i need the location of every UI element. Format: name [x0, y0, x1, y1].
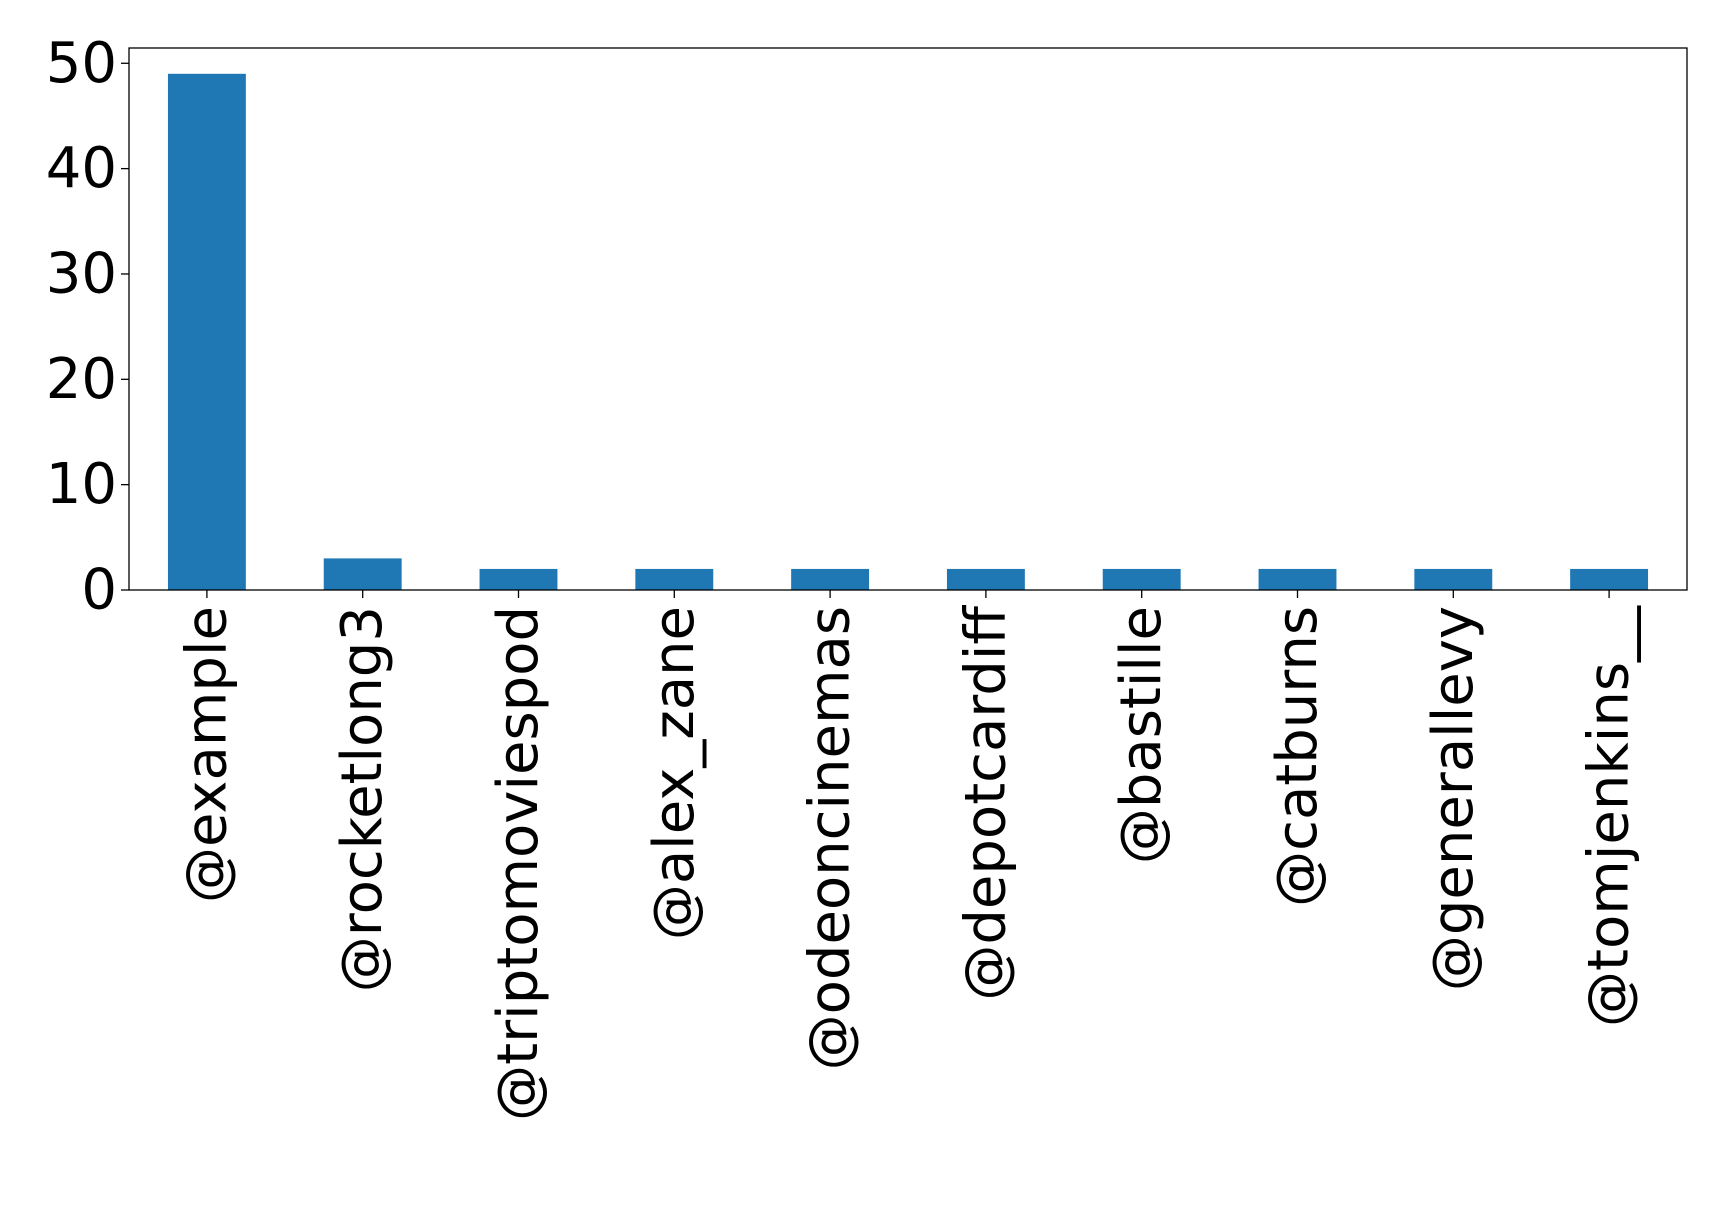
bar-odeoncinemas	[791, 568, 870, 590]
x-axis: @example @rocketlong3 @triptomoviespod @ale…	[174, 590, 1642, 1121]
plot-frame	[128, 47, 1688, 591]
bar-depotcardiff	[946, 568, 1025, 590]
bar-example	[167, 73, 246, 591]
x-tick-label: @odeoncinemas	[798, 606, 863, 1070]
y-tick-label: 50	[46, 31, 117, 96]
x-tick-label: @triptomoviespod	[486, 606, 551, 1121]
bar-triptomoviespod	[479, 568, 558, 590]
y-tick-label: 30	[46, 241, 117, 306]
bar-alex-zane	[635, 568, 714, 590]
bar-series	[167, 73, 1649, 591]
x-tick-label: @alex_zane	[642, 606, 707, 940]
x-tick-label: @example	[174, 606, 239, 903]
x-tick-label: @tomjenkins__	[1577, 605, 1642, 1027]
x-tick-label: @depotcardiff	[953, 605, 1018, 1001]
bar-bastille	[1102, 568, 1181, 590]
x-tick-label: @rocketlong3	[330, 606, 395, 992]
y-tick-label: 0	[81, 558, 117, 623]
bar-generallevy	[1414, 568, 1493, 590]
x-tick-label: @catburns	[1265, 606, 1330, 907]
bar-tomjenkins	[1570, 568, 1649, 590]
x-tick-label: @generallevy	[1421, 606, 1486, 991]
y-tick-label: 20	[46, 347, 117, 412]
y-tick-label: 10	[46, 452, 117, 517]
y-axis: 0 10 20 30 40 50	[46, 31, 129, 623]
bar-rocketlong3	[323, 558, 402, 590]
x-tick-label: @bastille	[1109, 606, 1174, 864]
bar-catburns	[1258, 568, 1337, 590]
y-tick-label: 40	[46, 136, 117, 201]
